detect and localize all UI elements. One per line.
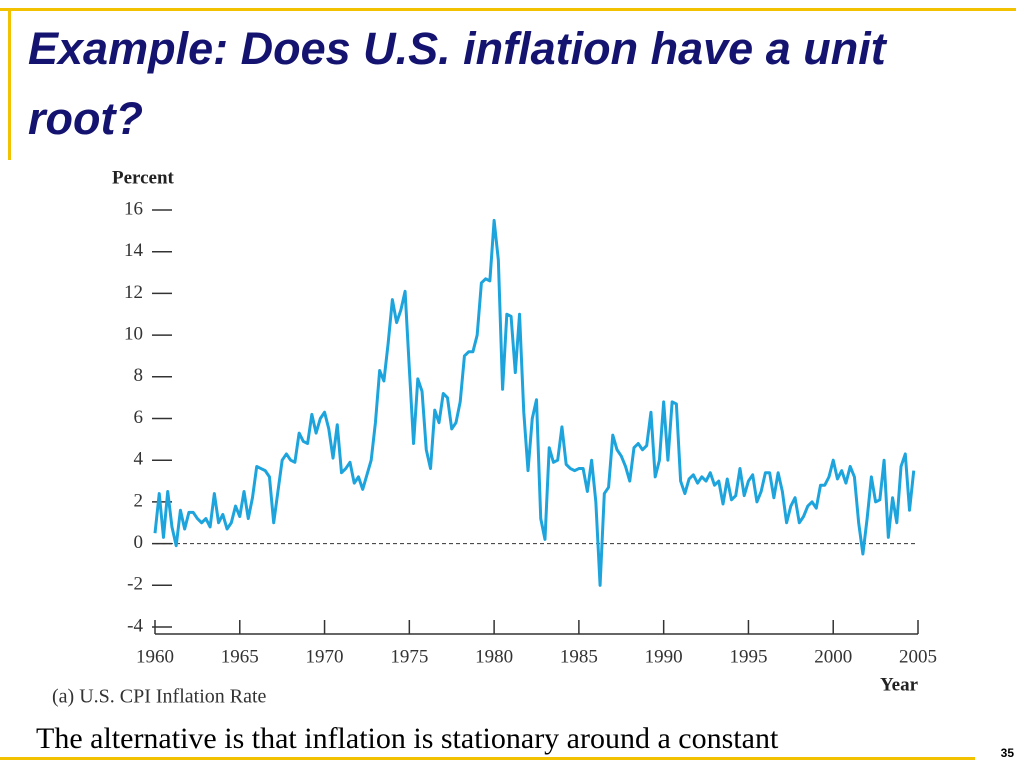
y-axis-label: Percent (112, 167, 175, 188)
y-tick-label: 16 (124, 198, 143, 219)
body-text: The alternative is that inflation is sta… (36, 722, 779, 755)
page-number: 35 (1000, 746, 1014, 760)
bottom-rule (0, 757, 975, 760)
y-tick-label: 0 (134, 532, 144, 553)
y-tick-label: 10 (124, 323, 143, 344)
chart-caption: (a) U.S. CPI Inflation Rate (52, 686, 267, 708)
top-rule (0, 8, 1016, 11)
x-tick-label: 1965 (221, 646, 259, 667)
y-tick-label: 2 (134, 490, 144, 511)
y-tick-label: 6 (134, 407, 144, 428)
left-rule (8, 8, 11, 160)
y-tick-label: 4 (134, 449, 144, 470)
x-axis-label: Year (880, 674, 919, 695)
x-tick-label: 1985 (560, 646, 598, 667)
y-tick-label: -4 (127, 615, 143, 636)
x-tick-label: 1960 (136, 646, 174, 667)
y-tick-label: 8 (134, 365, 144, 386)
x-tick-label: 2005 (899, 646, 937, 667)
x-tick-label: 1990 (645, 646, 683, 667)
chart: Percent Year (a) U.S. CPI Inflation Rate… (52, 167, 937, 708)
x-tick-label: 1975 (390, 646, 428, 667)
inflation-line (153, 218, 916, 587)
y-tick-label: 14 (124, 240, 144, 261)
x-tick-label: 1980 (475, 646, 513, 667)
x-tick-label: 2000 (814, 646, 852, 667)
x-tick-label: 1995 (729, 646, 767, 667)
y-tick-label: -2 (127, 574, 143, 595)
x-tick-label: 1970 (306, 646, 344, 667)
slide-title: Example: Does U.S. inflation have a unit… (28, 23, 886, 144)
y-tick-label: 12 (124, 282, 143, 303)
